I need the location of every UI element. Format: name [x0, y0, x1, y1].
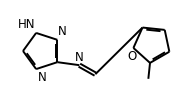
Text: N: N: [38, 71, 46, 84]
Text: HN: HN: [18, 18, 35, 31]
Text: N: N: [58, 25, 67, 38]
Text: N: N: [75, 51, 84, 64]
Text: O: O: [128, 50, 137, 63]
